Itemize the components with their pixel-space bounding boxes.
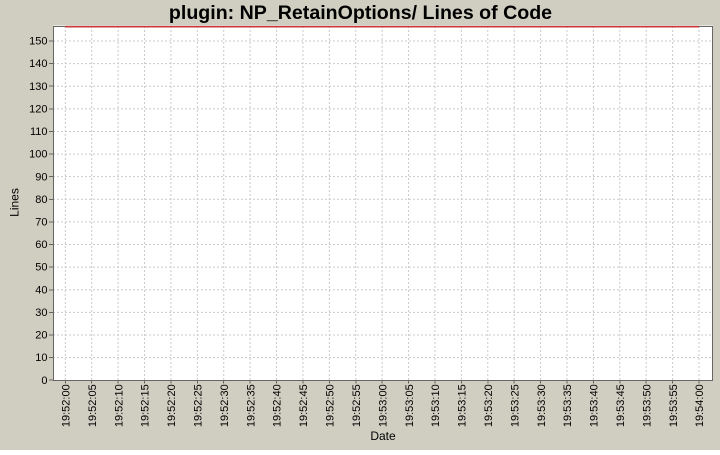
svg-text:19:52:15: 19:52:15 [140,384,152,427]
svg-text:19:52:45: 19:52:45 [298,384,310,427]
svg-text:19:52:40: 19:52:40 [272,384,284,427]
svg-text:19:53:35: 19:53:35 [562,384,574,427]
svg-text:19:52:50: 19:52:50 [325,384,337,427]
svg-text:19:53:50: 19:53:50 [641,384,653,427]
svg-text:60: 60 [35,239,47,251]
svg-text:150: 150 [29,36,47,48]
svg-text:19:52:05: 19:52:05 [87,384,99,427]
svg-text:19:53:05: 19:53:05 [404,384,416,427]
svg-text:Lines: Lines [8,188,22,217]
svg-text:140: 140 [29,58,47,70]
svg-text:19:53:30: 19:53:30 [536,384,548,427]
svg-text:0: 0 [41,375,47,387]
svg-text:10: 10 [35,352,47,364]
svg-text:19:53:25: 19:53:25 [509,384,521,427]
svg-text:19:54:00: 19:54:00 [694,384,706,427]
svg-text:130: 130 [29,81,47,93]
svg-text:30: 30 [35,307,47,319]
svg-text:plugin: NP_RetainOptions/ Line: plugin: NP_RetainOptions/ Lines of Code [169,2,552,24]
svg-text:90: 90 [35,171,47,183]
svg-text:19:53:10: 19:53:10 [430,384,442,427]
svg-text:19:52:10: 19:52:10 [113,384,125,427]
svg-text:Date: Date [370,429,396,443]
svg-text:19:53:55: 19:53:55 [668,384,680,427]
svg-text:19:52:55: 19:52:55 [351,384,363,427]
svg-text:19:53:20: 19:53:20 [483,384,495,427]
svg-text:120: 120 [29,103,47,115]
svg-text:40: 40 [35,284,47,296]
svg-text:110: 110 [30,126,48,138]
svg-text:19:52:20: 19:52:20 [166,384,178,427]
svg-text:100: 100 [29,149,47,161]
svg-text:50: 50 [35,262,47,274]
svg-text:19:52:25: 19:52:25 [193,384,205,427]
svg-text:19:53:00: 19:53:00 [377,384,389,427]
svg-text:19:52:00: 19:52:00 [61,384,73,427]
svg-text:80: 80 [35,194,47,206]
svg-text:19:52:35: 19:52:35 [245,384,257,427]
svg-text:19:53:15: 19:53:15 [457,384,469,427]
svg-text:70: 70 [35,217,47,229]
svg-text:20: 20 [35,330,47,342]
svg-text:19:52:30: 19:52:30 [219,384,231,427]
svg-text:19:53:40: 19:53:40 [589,384,601,427]
svg-text:19:53:45: 19:53:45 [615,384,627,427]
